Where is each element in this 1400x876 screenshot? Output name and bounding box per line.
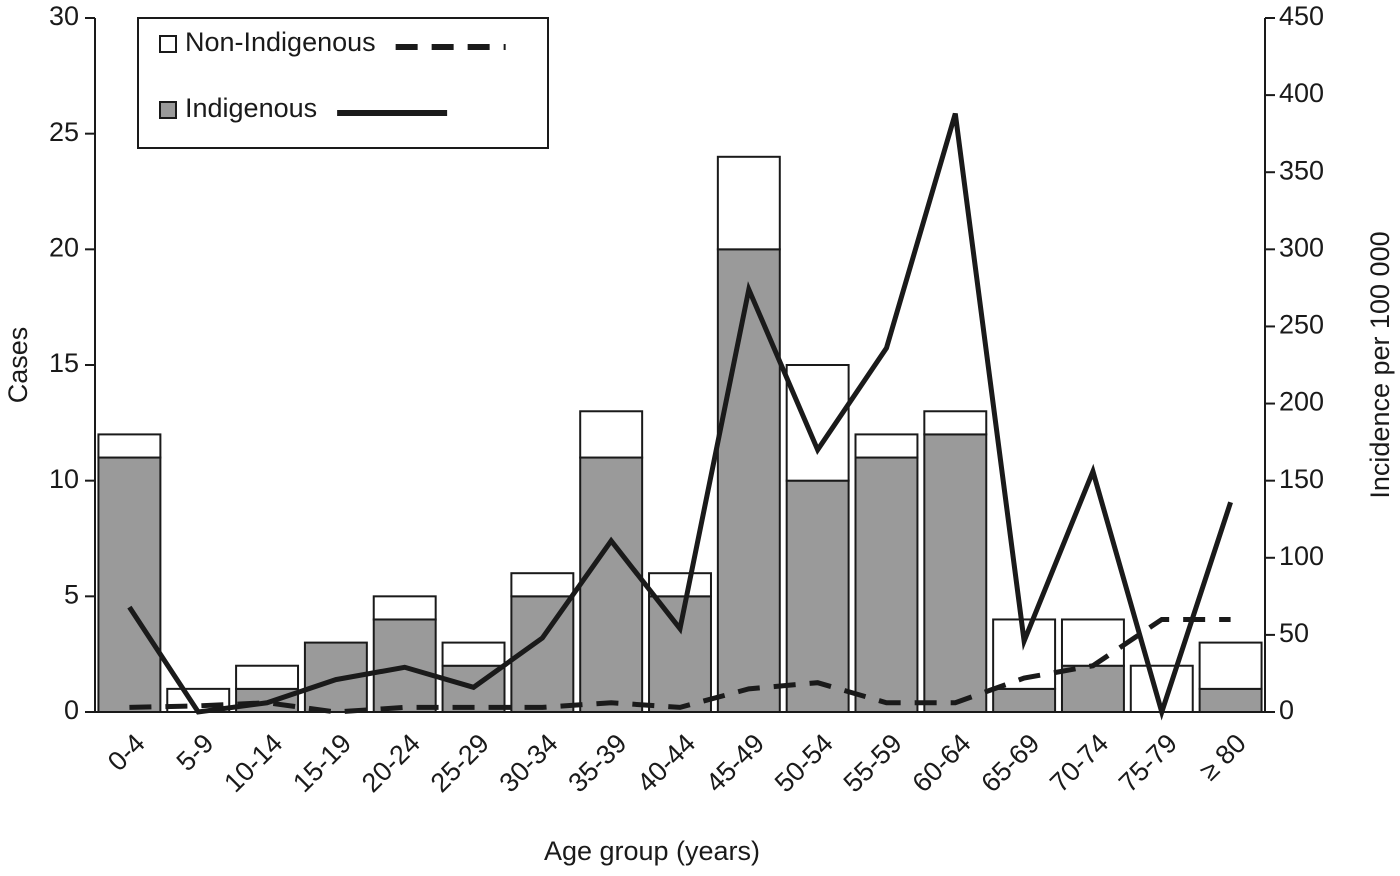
bar-segment [1198, 641, 1263, 690]
x-tick-label: 25-29 [425, 728, 495, 798]
x-tick-label: 10-14 [218, 728, 288, 798]
bar-segment [1060, 618, 1125, 667]
incidence-line [129, 616, 1231, 715]
y2-tick-label: 150 [1279, 464, 1324, 494]
y-tick-label: 30 [49, 1, 79, 31]
x-tick-label: 35-39 [562, 728, 632, 798]
x-tick-label: 70-74 [1044, 728, 1114, 798]
bar-segment [716, 155, 781, 251]
x-tick-label: 65-69 [975, 728, 1045, 798]
x-tick-label: 45-49 [700, 728, 770, 798]
bar-segment [854, 433, 919, 459]
bar-segment [716, 248, 781, 713]
y-tick-label: 10 [49, 464, 79, 494]
x-tick-label: 0-4 [102, 728, 151, 777]
x-tick-label: ≥ 80 [1194, 728, 1252, 786]
legend-box [137, 17, 549, 149]
y2-axis-label: Incidence per 100 000 [1365, 231, 1395, 498]
x-tick-label: 60-64 [907, 728, 977, 798]
bar-segment [923, 410, 988, 436]
y2-tick-label: 300 [1279, 232, 1324, 262]
y2-tick-label: 400 [1279, 78, 1324, 108]
bar-segment [1198, 687, 1263, 713]
y2-tick-label: 0 [1279, 695, 1294, 725]
x-tick-label: 5-9 [171, 728, 220, 777]
x-tick-label: 75-79 [1113, 728, 1183, 798]
bar-segment [510, 572, 575, 598]
bar-segment [923, 433, 988, 713]
y2-tick-label: 50 [1279, 618, 1309, 648]
bar-segment [97, 433, 162, 459]
y-axis-label: Cases [3, 327, 33, 404]
y2-tick-label: 350 [1279, 155, 1324, 185]
bar-segment [785, 479, 850, 713]
x-axis-label: Age group (years) [544, 836, 760, 866]
bar-segment [235, 664, 300, 690]
legend-label: Non-Indigenous [185, 27, 376, 57]
y2-tick-label: 450 [1279, 1, 1324, 31]
bar-segment [648, 572, 712, 598]
bar-segment [97, 456, 162, 713]
bar-segment [785, 364, 850, 482]
y-tick-label: 15 [49, 348, 79, 378]
bar-segment [372, 595, 437, 621]
x-tick-label: 15-19 [287, 728, 357, 798]
y-tick-label: 25 [49, 117, 79, 147]
x-tick-label: 40-44 [631, 728, 701, 798]
bar-segment [854, 456, 919, 713]
legend-label: Indigenous [185, 93, 317, 123]
y-tick-label: 0 [64, 695, 79, 725]
y-tick-label: 20 [49, 232, 79, 262]
x-tick-label: 50-54 [769, 728, 839, 798]
incidence-line [127, 112, 1233, 721]
bar-segment [579, 410, 644, 459]
bar-segment [441, 641, 506, 667]
x-tick-label: 55-59 [838, 728, 908, 798]
legend-swatch [159, 101, 177, 119]
x-tick-label: 20-24 [356, 728, 426, 798]
bar-segment [579, 456, 644, 713]
legend-swatch [159, 35, 177, 53]
x-tick-label: 30-34 [494, 728, 564, 798]
y2-tick-label: 100 [1279, 541, 1324, 571]
bar-segment [648, 595, 712, 713]
y2-tick-label: 200 [1279, 387, 1324, 417]
bar-segment [992, 687, 1057, 713]
y2-tick-label: 250 [1279, 310, 1324, 340]
y-tick-label: 5 [64, 579, 79, 609]
bar-segment [1060, 664, 1125, 714]
